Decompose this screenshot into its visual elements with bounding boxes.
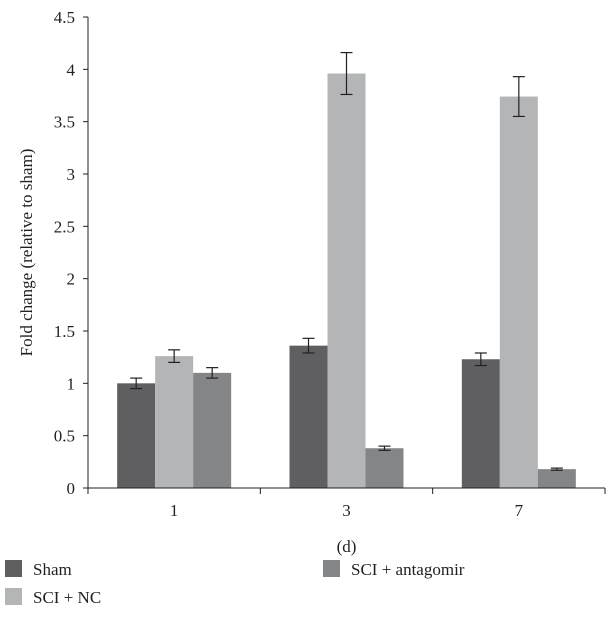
y-tick-label: 4.5 — [54, 8, 75, 27]
y-tick-label: 0 — [67, 479, 76, 498]
x-tick-label: 3 — [342, 501, 351, 520]
legend-item: SCI + antagomir — [323, 560, 465, 579]
legend-label: SCI + NC — [33, 588, 101, 607]
y-tick-label: 2.5 — [54, 217, 75, 236]
y-axis: 0 0.5 1 1.5 2 2.5 3 3.5 4 4.5 — [54, 8, 89, 498]
bar — [117, 383, 156, 488]
legend-swatch — [5, 560, 22, 577]
y-axis-title: Fold change (relative to sham) — [17, 149, 36, 357]
plot-area — [117, 51, 576, 489]
legend-item: Sham — [5, 560, 72, 579]
bar — [155, 356, 194, 488]
bar — [499, 96, 538, 489]
legend-swatch — [5, 588, 22, 605]
error-bar — [302, 337, 315, 354]
bar — [289, 345, 328, 488]
error-bar — [340, 51, 353, 96]
bar — [327, 73, 366, 489]
y-tick-label: 3.5 — [54, 113, 75, 132]
bar — [365, 448, 404, 488]
y-tick-label: 1 — [67, 374, 76, 393]
error-bar — [474, 352, 487, 367]
error-bar — [550, 467, 563, 471]
legend-label: Sham — [33, 560, 72, 579]
bar — [193, 372, 232, 488]
legend-label: SCI + antagomir — [351, 560, 465, 579]
y-tick-label: 1.5 — [54, 322, 75, 341]
legend: Sham SCI + NC SCI + antagomir — [5, 560, 465, 607]
y-tick-label: 0.5 — [54, 427, 75, 446]
error-bar — [130, 377, 143, 390]
error-bar — [378, 445, 391, 451]
x-axis: 1 3 7 — [87, 487, 606, 520]
legend-item: SCI + NC — [5, 588, 101, 607]
legend-swatch — [323, 560, 340, 577]
y-tick-label: 3 — [67, 165, 76, 184]
y-tick-label: 4 — [67, 60, 76, 79]
error-bar — [168, 349, 181, 363]
y-tick-label: 2 — [67, 270, 76, 289]
x-axis-title: (d) — [337, 537, 357, 556]
error-bar — [512, 76, 525, 118]
bar — [461, 359, 500, 488]
x-tick-label: 7 — [515, 501, 524, 520]
x-tick-label: 1 — [170, 501, 179, 520]
bar — [537, 469, 576, 488]
error-bar — [206, 367, 219, 379]
